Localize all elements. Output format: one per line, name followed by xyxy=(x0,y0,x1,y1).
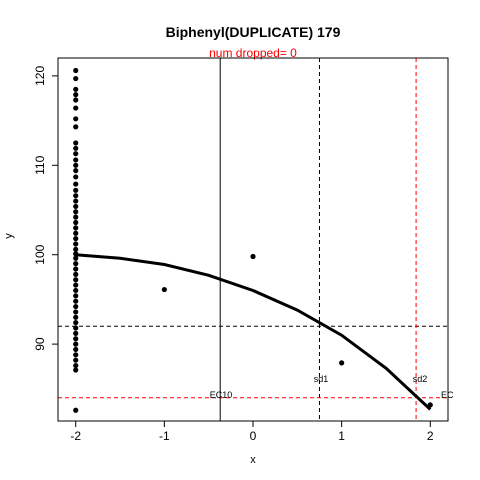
data-point xyxy=(73,193,79,199)
data-point xyxy=(73,219,79,226)
x-tick-label: 2 xyxy=(427,429,434,443)
data-point xyxy=(73,198,79,204)
data-point xyxy=(73,277,79,283)
data-point xyxy=(73,330,79,336)
data-point xyxy=(73,282,79,288)
data-point xyxy=(73,407,79,413)
sd2-label: sd2 xyxy=(413,374,428,384)
y-tick-label: 100 xyxy=(33,244,47,264)
sd1-label: sd1 xyxy=(314,374,329,384)
data-point xyxy=(73,214,79,220)
data-point xyxy=(73,225,79,231)
x-tick-label: -1 xyxy=(159,429,170,443)
data-point xyxy=(73,140,79,146)
x-axis-label: x xyxy=(250,454,256,466)
y-tick-label: 120 xyxy=(33,66,47,86)
data-point xyxy=(73,124,79,130)
y-tick-label: 90 xyxy=(33,337,47,351)
data-point xyxy=(73,357,79,363)
data-point xyxy=(73,97,79,103)
data-point xyxy=(73,352,79,358)
data-point xyxy=(73,336,79,342)
ec10-label: EC10 xyxy=(210,390,233,400)
data-point xyxy=(73,314,79,320)
data-point xyxy=(73,151,79,157)
data-point xyxy=(73,367,79,373)
data-point xyxy=(73,251,79,257)
y-axis-label: y xyxy=(3,233,15,239)
y-axis: 90 100 110 120 xyxy=(33,66,58,351)
data-point xyxy=(73,145,79,151)
x-tick-label: 1 xyxy=(338,429,345,443)
data-point xyxy=(73,255,79,261)
data-point xyxy=(73,168,79,174)
data-point xyxy=(73,287,79,294)
data-point xyxy=(73,309,79,315)
data-point xyxy=(73,236,79,242)
data-point xyxy=(73,67,79,74)
data-point xyxy=(73,162,79,168)
x-tick-label: -2 xyxy=(70,429,81,443)
data-point xyxy=(73,266,79,272)
data-point xyxy=(73,86,79,92)
data-point xyxy=(427,402,433,408)
data-point xyxy=(73,320,79,326)
data-point xyxy=(73,181,79,187)
data-point xyxy=(73,187,79,193)
data-point xyxy=(73,92,79,98)
chart-subtitle: num dropped= 0 xyxy=(209,46,297,60)
data-point xyxy=(73,230,79,236)
y-tick-label: 110 xyxy=(33,155,47,174)
fit-curve-layer xyxy=(75,253,432,411)
data-point xyxy=(73,241,79,247)
data-point xyxy=(73,303,79,310)
data-point xyxy=(250,253,256,260)
data-point xyxy=(73,116,79,122)
chart-title: Biphenyl(DUPLICATE) 179 xyxy=(166,24,341,40)
data-point xyxy=(73,75,79,82)
data-point xyxy=(73,203,79,210)
data-point xyxy=(73,298,79,304)
x-tick-label: 0 xyxy=(250,429,257,443)
reference-lines xyxy=(58,58,448,421)
x-axis: -2 -1 0 1 2 xyxy=(70,421,434,443)
data-point xyxy=(73,157,79,163)
data-points xyxy=(73,67,433,413)
data-point xyxy=(73,209,79,215)
data-point xyxy=(73,293,79,299)
data-point xyxy=(161,286,167,293)
data-point xyxy=(73,341,79,347)
data-point xyxy=(73,271,79,277)
data-point xyxy=(73,346,79,353)
data-point xyxy=(339,360,345,366)
data-point xyxy=(73,174,79,180)
data-point xyxy=(73,246,79,252)
data-point xyxy=(73,325,79,331)
data-point xyxy=(73,261,79,267)
fit-curve xyxy=(75,253,432,411)
data-point xyxy=(73,105,79,111)
data-point xyxy=(73,362,79,369)
